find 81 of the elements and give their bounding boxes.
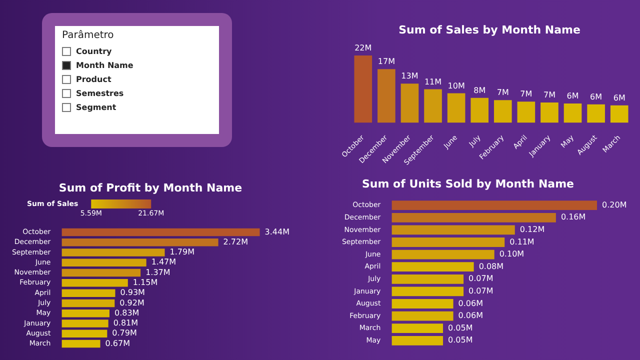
bar (540, 102, 558, 123)
chart-title: Sum of Profit by Month Name (58, 181, 242, 194)
data-label: 1.79M (170, 248, 195, 257)
data-label: 0.08M (478, 262, 504, 271)
data-label: 6M (613, 93, 626, 102)
bar (517, 102, 536, 123)
text: Country (76, 46, 112, 56)
data-label: 0.16M (560, 212, 586, 222)
bar (392, 262, 474, 272)
bar (400, 84, 419, 123)
bar (62, 289, 116, 297)
bar (354, 56, 372, 123)
bar (62, 228, 260, 236)
data-label: 0.83M (114, 308, 140, 318)
data-label: 10M (448, 81, 465, 90)
data-label: 0.05M (448, 323, 473, 332)
bar (392, 250, 494, 260)
bar (392, 286, 464, 296)
data-label: 0.07M (468, 274, 494, 284)
bar (610, 105, 628, 123)
bar (62, 279, 128, 287)
data-label: 0.79M (112, 328, 137, 338)
chart-title: Sum of Sales by Month Name (398, 23, 580, 36)
data-label: 0.12M (520, 225, 545, 234)
text: Segment (76, 102, 116, 112)
bar (62, 238, 218, 246)
bar (470, 98, 489, 123)
bar (392, 336, 444, 346)
data-label: 0.11M (510, 237, 534, 246)
bar (392, 200, 597, 210)
data-label: 0.67M (105, 338, 130, 348)
bar (424, 89, 442, 123)
data-label: 3.44M (264, 227, 290, 236)
data-label: 7M (520, 90, 532, 99)
text: Product (76, 74, 112, 84)
text: Semestres (76, 88, 124, 98)
data-label: 1.47M (151, 258, 176, 267)
data-label: 1.37M (146, 268, 170, 277)
bar (392, 324, 444, 334)
bar (392, 274, 464, 284)
bar (564, 103, 582, 123)
bar (62, 258, 146, 267)
data-label: 0.93M (120, 288, 146, 298)
data-label: 0.20M (602, 200, 627, 210)
bar (62, 340, 100, 348)
data-label: 7M (496, 88, 509, 98)
bar (392, 311, 454, 321)
data-label: 11M (424, 77, 442, 86)
text: Month Name (76, 60, 134, 70)
bar (494, 100, 512, 123)
data-label: 0.92M (120, 298, 144, 308)
bar (62, 299, 115, 308)
data-label: 6M (566, 92, 579, 101)
bar (392, 299, 454, 308)
data-label: 0.07M (468, 286, 494, 296)
bar (62, 320, 108, 328)
chart-title: Sum of Units Sold by Month Name (362, 177, 574, 190)
text: Parâmetro (62, 30, 115, 41)
bar (378, 69, 396, 123)
bar (392, 225, 515, 235)
data-label: 1.15M (132, 278, 158, 288)
bar (447, 93, 466, 123)
data-label: 0.81M (113, 318, 138, 328)
bar (392, 212, 556, 222)
data-label: 22M (354, 44, 372, 53)
data-label: 13M (401, 72, 418, 81)
bar (62, 268, 141, 277)
data-label: 0.06M (458, 311, 484, 320)
data-label: 0.06M (458, 298, 484, 308)
data-label: 0.05M (448, 336, 473, 345)
data-label: 2.72M (223, 237, 248, 246)
bar (392, 238, 505, 247)
bar (62, 309, 110, 318)
bar (587, 104, 605, 123)
data-label: 17M (378, 57, 396, 66)
data-label: 8M (474, 86, 486, 95)
bar (62, 330, 108, 338)
data-label: 0.10M (499, 250, 524, 259)
bar (62, 248, 165, 256)
data-label: 6M (590, 92, 602, 102)
data-label: 7M (543, 90, 556, 100)
